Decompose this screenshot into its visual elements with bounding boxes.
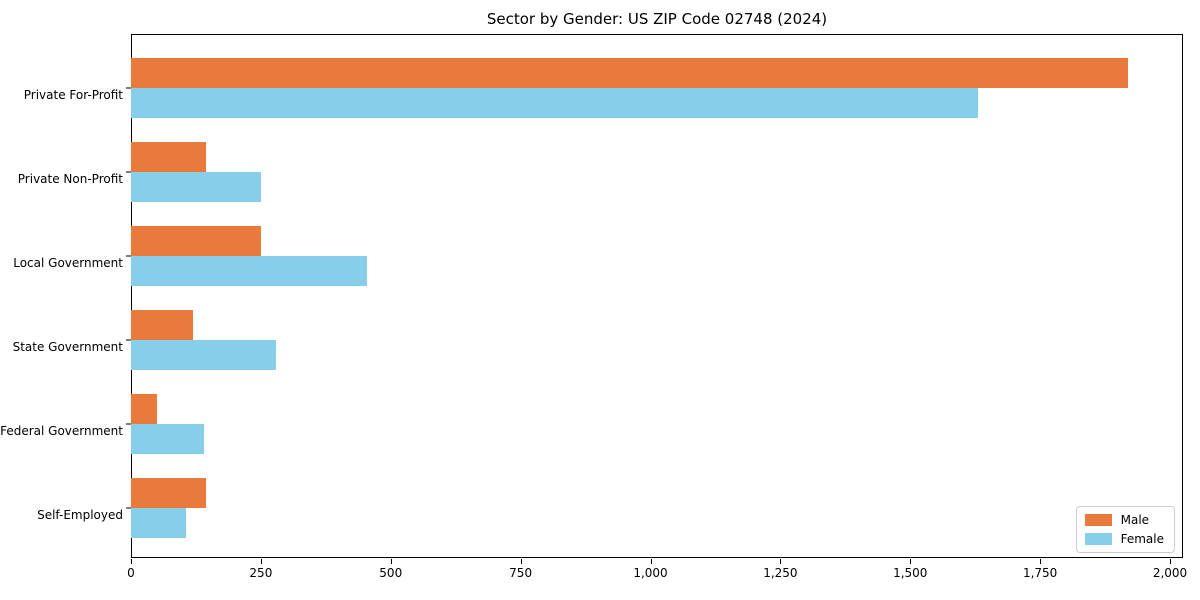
x-tick-mark <box>131 559 132 564</box>
y-tick-mark <box>126 171 131 173</box>
bar-male-federal-government <box>131 394 157 424</box>
chart-title: Sector by Gender: US ZIP Code 02748 (202… <box>486 10 828 28</box>
bar-female-state-government <box>131 340 276 370</box>
bar-male-state-government <box>131 310 193 340</box>
bar-male-private-for-profit <box>131 58 1128 88</box>
legend: Male Female <box>1075 506 1175 553</box>
x-tick-label-2000: 2,000 <box>1152 566 1188 580</box>
x-tick-label-1500: 1,500 <box>893 566 928 580</box>
x-tick-label-1750: 1,750 <box>1022 566 1058 580</box>
x-tick-label-0: 0 <box>127 566 135 580</box>
x-tick-mark <box>780 559 782 564</box>
x-tick-label-500: 500 <box>379 566 403 580</box>
bar-female-federal-government <box>131 424 204 454</box>
x-tick-mark <box>520 559 522 564</box>
plot-area <box>131 34 1183 558</box>
x-tick-mark <box>1040 559 1042 564</box>
bar-male-local-government <box>131 226 261 256</box>
bar-female-local-government <box>131 256 367 286</box>
y-tick-mark <box>126 255 131 257</box>
x-tick-label-250: 250 <box>249 566 273 580</box>
legend-label-male: Male <box>1120 513 1150 527</box>
bar-female-private-for-profit <box>131 88 978 118</box>
legend-swatch-male <box>1084 514 1112 526</box>
legend-entry-male: Male <box>1084 513 1164 527</box>
x-tick-mark <box>390 559 392 564</box>
x-tick-label-750: 750 <box>509 566 533 580</box>
x-tick-mark <box>260 559 262 564</box>
bar-male-self-employed <box>131 478 206 508</box>
legend-entry-female: Female <box>1084 532 1164 546</box>
x-tick-label-1000: 1,000 <box>633 566 668 580</box>
bar-female-private-non-profit <box>131 172 261 202</box>
legend-label-female: Female <box>1120 532 1164 546</box>
y-tick-mark <box>126 423 131 425</box>
x-tick-mark <box>650 559 652 564</box>
y-tick-mark <box>126 87 131 89</box>
x-tick-label-1250: 1,250 <box>763 566 798 580</box>
bar-female-self-employed <box>131 508 186 538</box>
x-tick-mark <box>1170 559 1171 564</box>
legend-swatch-female <box>1084 533 1112 545</box>
y-tick-mark <box>126 507 131 509</box>
bar-male-private-non-profit <box>131 142 206 172</box>
y-tick-mark <box>126 339 131 341</box>
x-tick-mark <box>910 559 912 564</box>
